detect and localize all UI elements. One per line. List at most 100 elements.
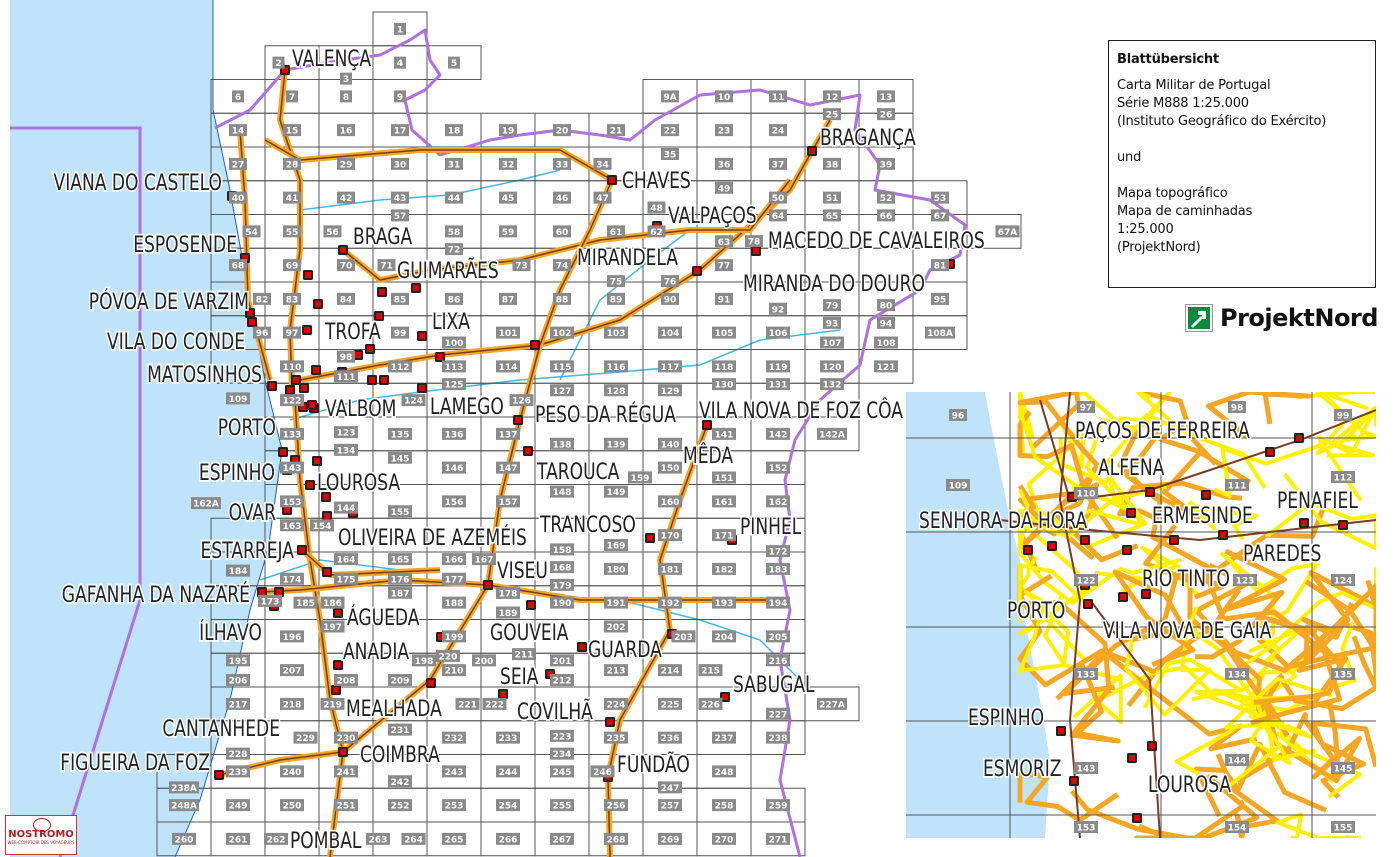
sheet-number: 32 (502, 160, 515, 170)
town-marker (607, 719, 613, 725)
highway-line (279, 69, 301, 391)
sheet-number: 235 (607, 734, 626, 744)
main-road (1227, 647, 1376, 718)
city-marker (647, 535, 653, 541)
sheet-number-badge (712, 799, 736, 812)
sheet-number-badge (442, 799, 466, 812)
sheet-number: 4 (397, 59, 403, 69)
sheet-number-badge (229, 191, 247, 204)
city-label: MIRANDA DO DOURO (743, 271, 925, 297)
sheet-number: 14 (232, 127, 245, 137)
sheet-number-badge (712, 562, 736, 575)
sheet-number-badge (590, 765, 615, 778)
sheet-number-badge (280, 765, 304, 778)
inset-sheet-number-badge (949, 409, 967, 421)
sheet-number-badge (442, 832, 466, 845)
sheet-number-badge (658, 360, 682, 373)
sheet-number: 49 (718, 184, 731, 194)
sheet-number: 74 (556, 262, 569, 272)
sheet-number-badge (412, 654, 436, 667)
sheet-number: 171 (715, 532, 734, 542)
sheet-number: 130 (715, 381, 734, 391)
sheet-number-badge (496, 461, 520, 474)
sheet-number: 131 (769, 381, 788, 391)
sheet-cell (750, 720, 806, 755)
inset-city-label: ERMESINDE (1152, 503, 1253, 529)
city-label: BRAGA (353, 224, 413, 250)
sheet-number-badge (388, 723, 412, 736)
sheet-number-badge (658, 529, 682, 542)
city-label: POMBAL (290, 828, 362, 854)
sheet-number: 127 (553, 387, 572, 397)
sheet-number-badge (658, 832, 682, 845)
maritime-border (10, 126, 142, 857)
town-marker (376, 313, 382, 319)
sheet-number: 106 (769, 329, 788, 339)
town-marker (300, 404, 306, 410)
inset-town-marker (1267, 449, 1273, 455)
sheet-number: 250 (283, 802, 302, 812)
local-road (1187, 499, 1259, 541)
sheet-number-badge (553, 191, 571, 204)
sheet-number-badge (401, 394, 426, 407)
sheet-number: 238A (171, 784, 197, 794)
sheet-number: 251 (337, 802, 356, 812)
sheet-number-badge (658, 664, 682, 677)
sheet-number-badge (877, 108, 895, 121)
city-marker (485, 582, 491, 588)
sheet-number-badge (550, 832, 574, 845)
sheet-number: 113 (445, 363, 464, 373)
sheet-number: 2 (275, 59, 281, 69)
sheet-number: 140 (661, 440, 680, 450)
inset-town-marker (1082, 537, 1088, 543)
city-label: VALBOM (325, 396, 396, 422)
city-label: TAROUCA (536, 459, 620, 485)
sheet-number-badge (258, 594, 282, 607)
town-marker (315, 301, 321, 307)
sheet-number-badge (769, 209, 787, 222)
sheet-number: 256 (607, 802, 626, 812)
sheet-number: 15 (286, 127, 299, 137)
sheet-number-badge (310, 519, 334, 532)
city-label: GOUVEIA (490, 620, 569, 646)
inset-city-label: LOUROSA (1148, 772, 1232, 798)
sheet-number: 34 (596, 160, 609, 170)
sheet-number-badge (442, 596, 466, 609)
sheet-number: 85 (394, 295, 407, 305)
sheet-number: 122 (283, 397, 302, 407)
sheet-number: 58 (448, 228, 461, 238)
inset-town-marker (1071, 778, 1077, 784)
city-marker (704, 422, 710, 428)
sheet-number: 110 (283, 363, 302, 373)
sheet-number-badge (698, 697, 723, 710)
sheet-number-badge (337, 292, 355, 305)
main-road (1215, 588, 1343, 726)
sheet-number-badge (499, 191, 517, 204)
inset-sheet-number: 98 (1231, 404, 1244, 414)
inset-sheet-number: 143 (1077, 765, 1096, 775)
sheet-number: 160 (661, 498, 680, 508)
city-label: ESPOSENDE (133, 232, 237, 258)
sheet-number: 201 (553, 657, 572, 667)
sheet-number-badge (496, 832, 520, 845)
sheet-number-badge (226, 799, 250, 812)
sheet-number-badge (715, 157, 733, 170)
sheet-number-badge (712, 427, 736, 440)
main-road (1069, 773, 1260, 838)
highway-line (342, 179, 791, 281)
inset-sheet-number-badge (1074, 821, 1098, 833)
legend-line: Série M888 1:25.000 (1117, 96, 1249, 111)
sheet-number-badge (712, 495, 736, 508)
sheet-number-badge (550, 326, 574, 339)
sheet-number: 199 (445, 633, 464, 643)
sheet-number: 155 (391, 508, 410, 518)
sheet-number: 132 (823, 381, 842, 391)
inset-sheet-number: 123 (1236, 577, 1255, 587)
sheet-number: 41 (286, 194, 299, 204)
inset-sheet-number: 110 (1077, 490, 1096, 500)
sheet-number: 248 (715, 768, 734, 778)
sheet-number: 175 (337, 575, 356, 585)
sheet-number-badge (607, 275, 625, 288)
sheet-number: 139 (607, 440, 626, 450)
